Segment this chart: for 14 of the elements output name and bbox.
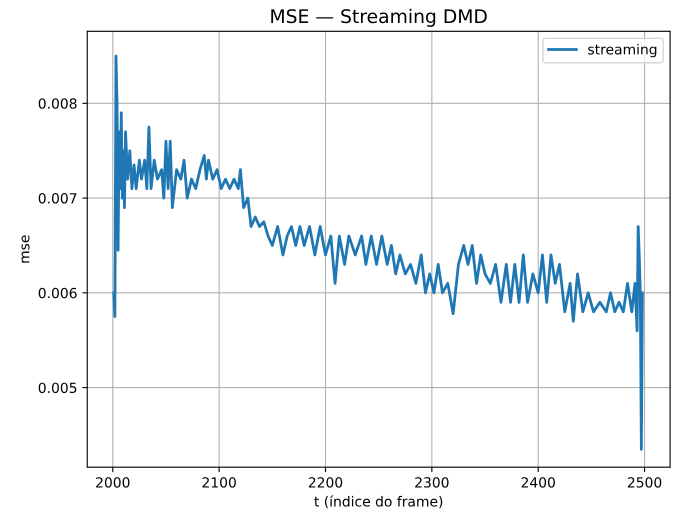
- y-tick-label: 0.007: [38, 193, 76, 204]
- x-tick-label: 2300: [415, 477, 449, 488]
- y-axis-title: mse: [22, 235, 30, 263]
- x-tick-label: 2000: [96, 477, 130, 488]
- x-tick-label: 2500: [628, 477, 662, 488]
- legend-label: streaming: [588, 44, 656, 58]
- x-axis-title: t (índice do frame): [314, 495, 442, 508]
- x-tick-label: 2400: [522, 477, 555, 488]
- x-tick-label: 2100: [202, 477, 236, 488]
- x-tick-label: 2200: [308, 477, 342, 488]
- y-tick-label: 0.006: [38, 288, 77, 298]
- chart-title: MSE — Streaming DMD: [271, 8, 487, 27]
- y-tick-label: 0.008: [38, 98, 77, 109]
- y-tick-label: 0.005: [38, 382, 76, 394]
